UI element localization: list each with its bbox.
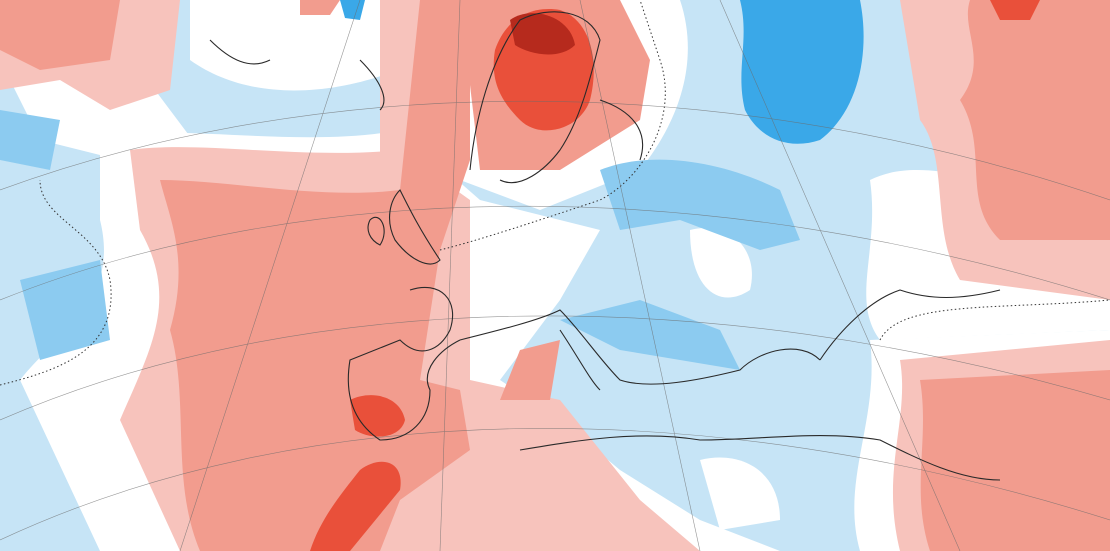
strong-cold-small xyxy=(340,0,365,20)
zero-contour xyxy=(0,0,1110,386)
very-strong-warm xyxy=(510,13,575,55)
cold-areas xyxy=(0,110,800,370)
coastlines xyxy=(209,11,1001,481)
strong-cold xyxy=(740,0,864,144)
